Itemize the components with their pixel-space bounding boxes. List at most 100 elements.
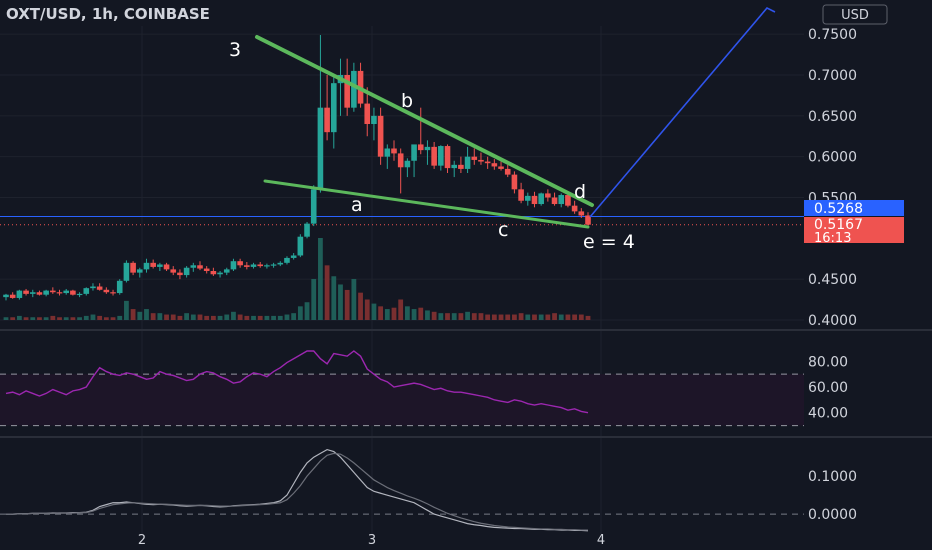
candle[interactable] xyxy=(103,287,110,294)
candle[interactable] xyxy=(397,148,404,194)
candle[interactable] xyxy=(458,156,464,173)
candle[interactable] xyxy=(250,262,257,269)
candle[interactable] xyxy=(491,159,498,170)
candle[interactable] xyxy=(431,141,437,169)
candlestick-series[interactable] xyxy=(3,34,591,301)
candle[interactable] xyxy=(411,144,417,178)
candle[interactable] xyxy=(451,160,458,178)
candle[interactable] xyxy=(110,289,116,296)
candle[interactable] xyxy=(585,212,591,226)
candle[interactable] xyxy=(223,267,230,276)
candle[interactable] xyxy=(210,267,217,276)
candle[interactable] xyxy=(297,234,304,258)
candle[interactable] xyxy=(551,192,558,206)
candle[interactable] xyxy=(237,258,243,268)
candle[interactable] xyxy=(524,192,531,206)
candle[interactable] xyxy=(9,292,16,299)
candle[interactable] xyxy=(371,107,377,141)
candle[interactable] xyxy=(424,140,431,165)
candle[interactable] xyxy=(163,262,170,271)
candle[interactable] xyxy=(391,140,397,161)
candle[interactable] xyxy=(558,193,565,208)
candle[interactable] xyxy=(310,185,317,227)
candle[interactable] xyxy=(244,262,250,270)
candle[interactable] xyxy=(330,75,337,149)
candle[interactable] xyxy=(444,144,451,173)
candle[interactable] xyxy=(317,34,324,193)
candle[interactable] xyxy=(545,189,551,202)
candle[interactable] xyxy=(531,191,538,208)
candle[interactable] xyxy=(257,262,264,268)
candle[interactable] xyxy=(538,192,544,206)
candle-body xyxy=(130,262,136,273)
wedge-upper-trendline[interactable] xyxy=(255,35,594,207)
candle[interactable] xyxy=(578,208,585,218)
candle[interactable] xyxy=(36,290,43,296)
candle[interactable] xyxy=(76,292,83,298)
candle[interactable] xyxy=(136,267,143,278)
candle[interactable] xyxy=(143,258,150,273)
candle[interactable] xyxy=(90,283,96,291)
candle[interactable] xyxy=(384,144,391,169)
candle-body xyxy=(585,215,591,225)
chart-drawings[interactable]: 3 b a d c e = 4 xyxy=(229,7,776,253)
candle[interactable] xyxy=(571,200,578,214)
candle[interactable] xyxy=(23,288,29,296)
candle[interactable] xyxy=(83,287,90,296)
candle[interactable] xyxy=(284,256,290,265)
candle[interactable] xyxy=(417,107,424,155)
candle[interactable] xyxy=(504,164,511,178)
candle[interactable] xyxy=(364,87,371,137)
candle[interactable] xyxy=(29,289,36,298)
candle[interactable] xyxy=(130,261,136,276)
candle[interactable] xyxy=(123,260,130,283)
candle[interactable] xyxy=(324,75,330,141)
candle[interactable] xyxy=(270,262,277,268)
candle[interactable] xyxy=(304,222,310,239)
price-tick-label: 0.7000 xyxy=(808,68,857,84)
wedge-lower-trendline[interactable] xyxy=(263,179,590,229)
candle[interactable] xyxy=(464,146,471,173)
candle[interactable] xyxy=(518,182,524,204)
candle[interactable] xyxy=(277,261,284,267)
candle[interactable] xyxy=(116,279,123,295)
candle[interactable] xyxy=(230,258,237,271)
candle[interactable] xyxy=(170,266,177,276)
currency-button[interactable] xyxy=(822,4,888,25)
candle[interactable] xyxy=(471,148,478,165)
candle[interactable] xyxy=(177,269,183,280)
volume-bar xyxy=(10,317,16,320)
currency-button-label: USD xyxy=(841,8,869,23)
candle[interactable] xyxy=(377,107,384,165)
candle[interactable] xyxy=(150,259,156,269)
candle[interactable] xyxy=(96,283,103,291)
time-axis[interactable]: 2 3 4 xyxy=(138,533,605,548)
price-axis[interactable]: 0.75000.70000.65000.60000.55000.45000.40… xyxy=(808,27,857,523)
candle[interactable] xyxy=(183,266,190,278)
candle[interactable] xyxy=(478,152,484,165)
candle[interactable] xyxy=(190,262,197,272)
volume-bar xyxy=(525,314,531,320)
volume-bar xyxy=(30,317,36,320)
candle[interactable] xyxy=(56,289,63,296)
candle[interactable] xyxy=(511,171,518,194)
candle[interactable] xyxy=(3,293,9,301)
candle[interactable] xyxy=(203,266,210,274)
symbol-title[interactable]: OXT/USD, 1h, COINBASE xyxy=(6,5,210,23)
candle[interactable] xyxy=(264,263,270,269)
candle[interactable] xyxy=(43,289,49,297)
candle[interactable] xyxy=(344,58,350,116)
candle[interactable] xyxy=(498,161,504,171)
candle[interactable] xyxy=(50,287,56,294)
candle[interactable] xyxy=(16,289,23,300)
candle[interactable] xyxy=(484,156,491,169)
candle[interactable] xyxy=(290,253,297,260)
candle[interactable] xyxy=(157,262,163,271)
candle[interactable] xyxy=(404,158,411,178)
candle[interactable] xyxy=(197,261,203,271)
candle[interactable] xyxy=(217,271,223,278)
candle[interactable] xyxy=(438,145,444,171)
projection-line[interactable] xyxy=(589,7,776,218)
candle[interactable] xyxy=(70,289,76,296)
candle[interactable] xyxy=(63,288,70,295)
